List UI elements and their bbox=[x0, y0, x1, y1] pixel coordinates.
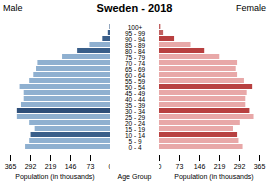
svg-text:73: 73 bbox=[176, 163, 184, 170]
svg-text:65 - 69: 65 - 69 bbox=[125, 66, 146, 73]
svg-text:146: 146 bbox=[194, 163, 206, 170]
svg-text:80 - 84: 80 - 84 bbox=[125, 48, 146, 55]
svg-text:73: 73 bbox=[87, 163, 95, 170]
svg-text:10 - 14: 10 - 14 bbox=[125, 132, 146, 139]
html-text:Population (in thousands): Population (in thousands) bbox=[174, 173, 254, 180]
html-text:Female: Female bbox=[236, 3, 266, 13]
svg-text:0 - 4: 0 - 4 bbox=[128, 144, 141, 151]
svg-text:219: 219 bbox=[45, 163, 57, 170]
svg-text:365: 365 bbox=[5, 163, 17, 170]
svg-text:90 - 94: 90 - 94 bbox=[125, 36, 146, 43]
svg-text:60 - 64: 60 - 64 bbox=[125, 72, 146, 79]
svg-text:40 - 44: 40 - 44 bbox=[125, 96, 146, 103]
svg-text:45 - 49: 45 - 49 bbox=[125, 90, 146, 97]
svg-text:55 - 59: 55 - 59 bbox=[125, 78, 146, 85]
svg-text:25 - 29: 25 - 29 bbox=[125, 114, 146, 121]
svg-text:20 - 24: 20 - 24 bbox=[125, 120, 146, 127]
svg-text:146: 146 bbox=[65, 163, 77, 170]
svg-text:0: 0 bbox=[109, 163, 110, 170]
svg-text:5 - 9: 5 - 9 bbox=[128, 138, 141, 145]
html-text:Sweden - 2018: Sweden - 2018 bbox=[96, 2, 173, 14]
svg-text:292: 292 bbox=[234, 163, 246, 170]
svg-text:70 - 74: 70 - 74 bbox=[125, 60, 146, 67]
html-text:Male: Male bbox=[3, 3, 23, 13]
svg-text:292: 292 bbox=[25, 163, 37, 170]
html-text:Population (in thousands): Population (in thousands) bbox=[15, 173, 95, 180]
svg-text:35 - 39: 35 - 39 bbox=[125, 102, 146, 109]
svg-text:30 - 34: 30 - 34 bbox=[125, 108, 146, 115]
svg-text:219: 219 bbox=[214, 163, 226, 170]
svg-text:0: 0 bbox=[159, 163, 162, 170]
html-text:Age Group: Age Group bbox=[117, 173, 152, 180]
svg-text:100+: 100+ bbox=[128, 24, 143, 31]
svg-text:15 - 19: 15 - 19 bbox=[125, 126, 146, 133]
svg-text:50 - 54: 50 - 54 bbox=[125, 84, 146, 91]
svg-text:75 - 79: 75 - 79 bbox=[125, 54, 146, 61]
svg-text:365: 365 bbox=[254, 163, 266, 170]
svg-text:95 - 99: 95 - 99 bbox=[125, 30, 146, 37]
svg-text:85 - 89: 85 - 89 bbox=[125, 42, 146, 49]
